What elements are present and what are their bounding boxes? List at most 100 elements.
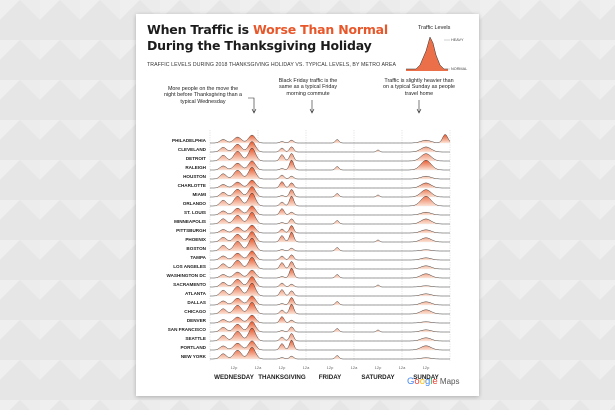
annotation-line: Traffic is slightly heavier than: [384, 78, 454, 84]
time-tick-label: 12a: [302, 365, 310, 370]
traffic-line: [210, 224, 450, 234]
city-label: ATLANTA: [184, 291, 206, 296]
city-label: PHILADELPHIA: [172, 138, 206, 143]
traffic-line: [210, 134, 451, 144]
traffic-area: [210, 328, 450, 341]
traffic-area: [210, 276, 450, 287]
time-tick-label: 12a: [254, 365, 262, 370]
traffic-line: [210, 302, 450, 315]
city-label: TAMPA: [190, 255, 206, 260]
time-tick-label: 12p: [278, 365, 286, 370]
traffic-line: [210, 321, 450, 333]
traffic-area: [210, 134, 450, 143]
day-label: THANKSGIVING: [258, 374, 306, 381]
traffic-area: [210, 321, 450, 332]
traffic-area: [210, 148, 450, 161]
annotation-arrows: [248, 97, 422, 114]
traffic-line: [210, 283, 450, 297]
traffic-line: [210, 250, 450, 261]
legend-title: Traffic Levels: [418, 25, 451, 31]
traffic-line: [210, 193, 450, 207]
time-tick-label: 12a: [398, 365, 406, 370]
ridgeline-chart: [209, 130, 451, 361]
city-label: CLEVELAND: [177, 147, 206, 152]
traffic-line: [210, 205, 450, 216]
city-label: MINNEAPOLIS: [174, 219, 206, 224]
title-part: When Traffic is: [147, 22, 253, 37]
annotation-line: night before Thanksgiving than a: [163, 92, 243, 99]
city-label: SACRAMENTO: [173, 282, 206, 287]
city-label: CHARLOTTE: [177, 183, 206, 188]
traffic-line: [210, 141, 450, 153]
day-label: SUNDAY: [413, 374, 439, 381]
chart-title: When Traffic is Worse Than Normal During…: [147, 22, 388, 54]
traffic-area: [210, 193, 450, 206]
traffic-area: [210, 257, 450, 269]
traffic-line: [210, 212, 450, 225]
city-label: DENVER: [186, 318, 206, 323]
traffic-area: [210, 296, 450, 305]
day-label: SATURDAY: [361, 374, 395, 381]
traffic-line: [210, 148, 450, 162]
maps-wordmark: Maps: [437, 377, 460, 386]
annotation-line: typical Wednesday: [180, 98, 226, 105]
city-label: PITTSBURGH: [176, 228, 206, 233]
city-label: DALLAS: [187, 300, 206, 305]
annotation-line: on a typical Sunday as people: [383, 84, 455, 91]
traffic-area: [210, 167, 450, 179]
title-part-2: During the Thanksgiving Holiday: [147, 38, 372, 53]
city-label: ST. LOUIS: [184, 210, 206, 215]
traffic-area: [210, 283, 450, 296]
traffic-area: [210, 268, 450, 278]
city-label: LOS ANGELES: [173, 264, 206, 269]
legend-sample: [406, 36, 450, 71]
city-label: SAN FRANCISCO: [167, 327, 206, 332]
traffic-line: [210, 276, 450, 288]
traffic-line: [210, 295, 450, 306]
traffic-area: [210, 315, 450, 323]
city-label: WASHINGTON DC: [166, 273, 206, 278]
annotation-line: More people on the move the: [167, 86, 239, 92]
city-label: SEATTLE: [185, 336, 206, 341]
traffic-line: [210, 347, 450, 360]
day-label: FRIDAY: [318, 374, 342, 381]
annotation-line: travel home: [404, 90, 434, 97]
traffic-line: [210, 231, 450, 243]
google-maps-logo: Google Maps: [407, 376, 460, 387]
legend: Traffic Levels HEAVY NORMAL: [404, 25, 474, 77]
traffic-area: [210, 180, 450, 188]
legend-normal-label: NORMAL: [451, 67, 468, 71]
annotation-friday: Black Friday traffic is the same as a ty…: [266, 78, 350, 97]
traffic-area: [210, 340, 450, 350]
traffic-line: [210, 339, 450, 351]
title-highlight: Worse Than Normal: [252, 22, 389, 37]
city-label: PHOENIX: [185, 237, 206, 242]
time-tick-label: 12p: [326, 365, 334, 370]
traffic-area: [210, 186, 450, 197]
city-label: HOUSTON: [183, 174, 206, 179]
traffic-line: [210, 314, 450, 324]
time-tick-label: 12a: [350, 365, 358, 370]
traffic-line: [210, 167, 450, 180]
traffic-area: [210, 141, 450, 152]
traffic-line: [210, 179, 450, 189]
city-label: MIAMI: [192, 192, 206, 197]
time-tick-label: 12p: [230, 365, 238, 370]
google-wordmark: Google: [407, 376, 438, 387]
city-label: NEW YORK: [180, 354, 206, 359]
chart-subtitle: TRAFFIC LEVELS DURING 2018 THANKSGIVING …: [147, 62, 397, 68]
annotation-line: morning commute: [286, 90, 330, 97]
city-label: DETROIT: [185, 156, 206, 161]
city-label: RALEIGH: [185, 165, 206, 170]
traffic-area: [210, 302, 450, 314]
traffic-area: [210, 160, 450, 170]
traffic-area: [210, 206, 450, 215]
city-label: CHICAGO: [184, 309, 206, 314]
city-label: PORTLAND: [180, 345, 206, 350]
traffic-area: [210, 251, 450, 260]
traffic-line: [210, 186, 450, 198]
traffic-area: [210, 225, 450, 233]
traffic-line: [210, 328, 450, 342]
annotation-wednesday: More people on the move the night before…: [158, 86, 248, 105]
traffic-area: [210, 231, 450, 242]
